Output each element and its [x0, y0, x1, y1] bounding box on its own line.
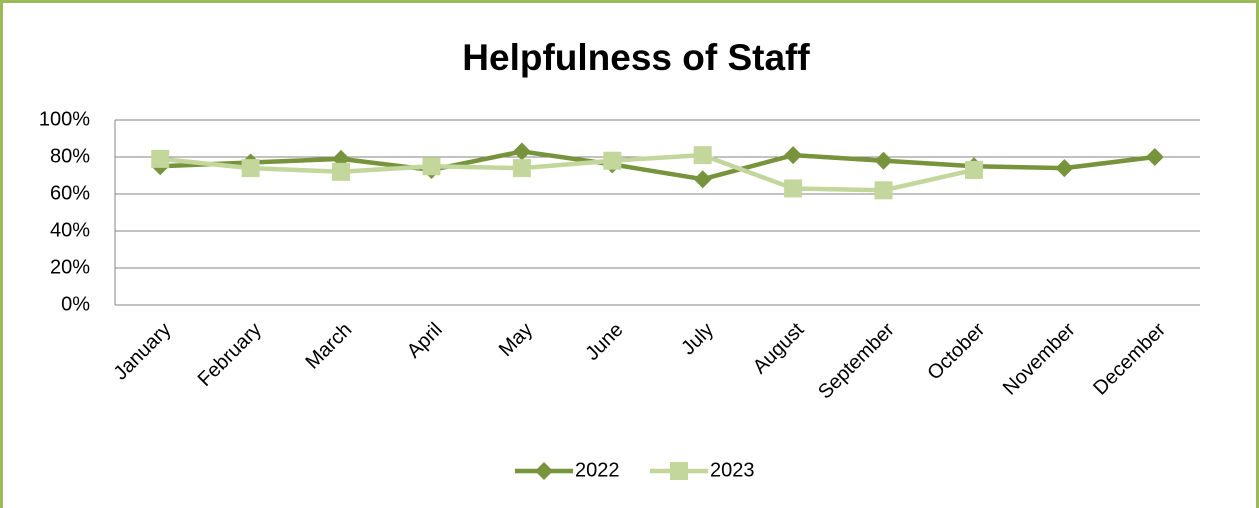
- marker: [1055, 159, 1074, 178]
- marker: [1145, 148, 1164, 166]
- legend-marker: [670, 462, 688, 480]
- y-tick-label: 80%: [50, 145, 90, 167]
- y-tick-label: 0%: [61, 293, 90, 315]
- y-tick-label: 100%: [39, 108, 90, 130]
- marker: [512, 142, 531, 161]
- chart-title: Helpfulness of Staff: [462, 37, 810, 78]
- marker: [151, 149, 170, 168]
- marker: [332, 162, 351, 181]
- marker: [241, 159, 260, 178]
- legend-label: 2023: [710, 459, 755, 481]
- marker: [874, 181, 893, 200]
- legend-label: 2022: [575, 459, 620, 481]
- marker: [512, 159, 531, 178]
- legend-marker: [535, 462, 553, 480]
- y-tick-label: 20%: [50, 256, 90, 278]
- marker: [693, 170, 712, 189]
- marker: [784, 179, 803, 198]
- marker: [693, 146, 712, 165]
- marker: [964, 160, 983, 179]
- series-line: [160, 149, 1156, 182]
- y-tick-label: 40%: [50, 219, 90, 241]
- series-line: [159, 152, 975, 193]
- marker: [603, 151, 622, 170]
- marker: [874, 151, 893, 170]
- y-tick-label: 60%: [50, 182, 90, 204]
- marker: [422, 157, 441, 176]
- marker: [784, 146, 803, 165]
